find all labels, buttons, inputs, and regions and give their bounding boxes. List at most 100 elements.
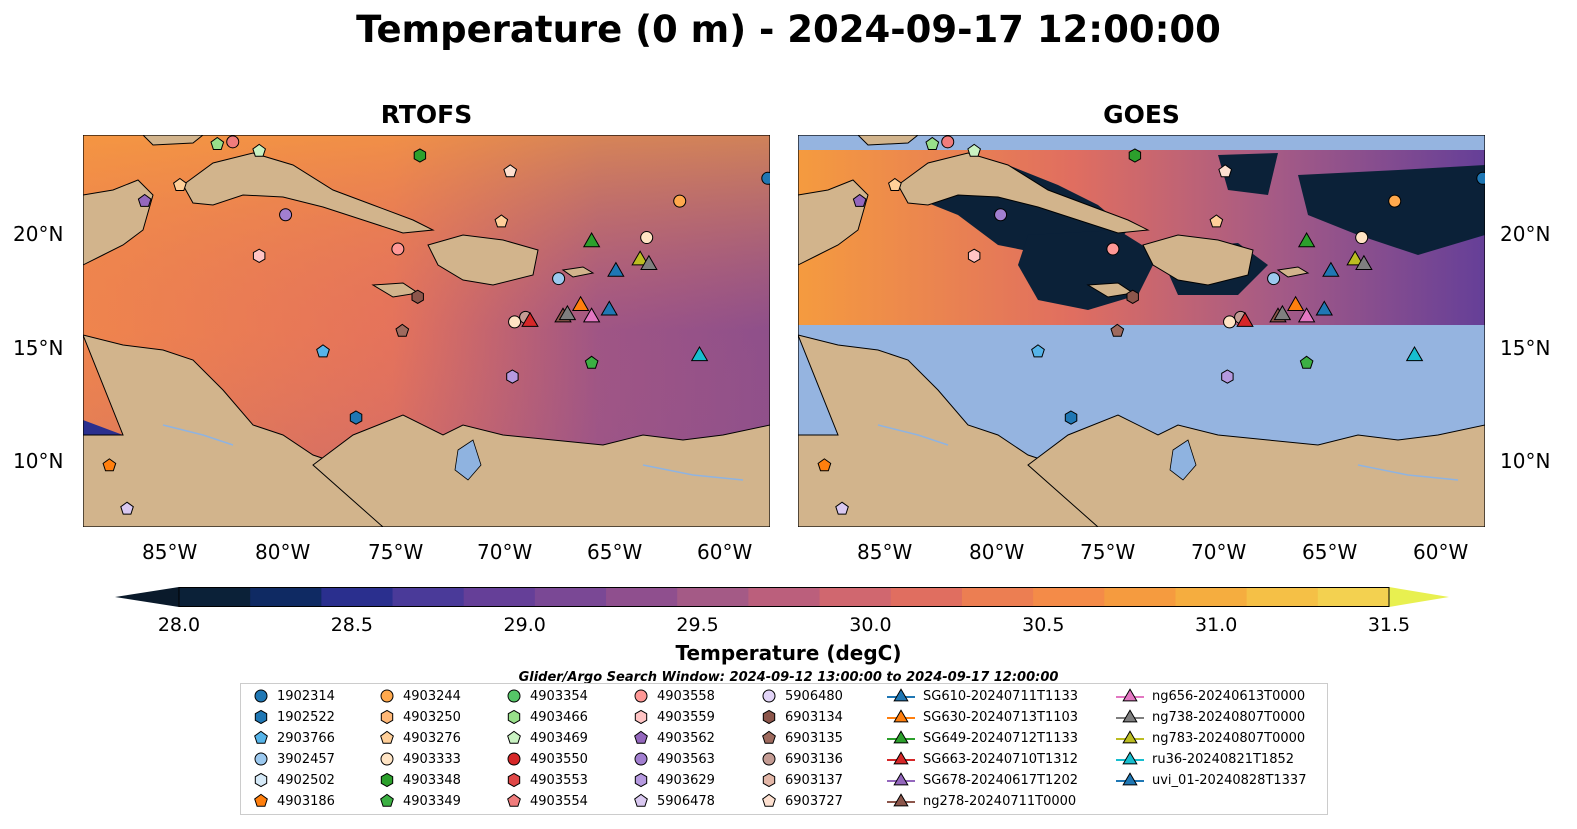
legend-item: 4903558: [633, 686, 715, 706]
circle-marker: [761, 171, 770, 185]
legend-item: 4903466: [506, 707, 588, 727]
triangle-marker: [1122, 688, 1138, 702]
triangle-marker: [893, 709, 909, 723]
legend-item: SG649-20240712T1133: [887, 728, 1078, 748]
legend-label: 1902314: [277, 688, 335, 704]
legend-item: 4903559: [633, 707, 715, 727]
pentagon-marker: [380, 793, 394, 807]
legend-label: SG610-20240711T1133: [923, 688, 1079, 704]
hexagon-icon: [762, 772, 776, 788]
triangle-marker: [582, 307, 601, 323]
hexagon-marker: [380, 709, 394, 725]
hexagon-marker: [762, 709, 776, 725]
lat-label-left: 15°N: [13, 336, 64, 360]
pentagon-marker: [1031, 344, 1045, 358]
triangle-marker: [607, 261, 625, 277]
triangle-marker: [1346, 250, 1364, 266]
colorbar-tick-label: 28.5: [330, 614, 373, 636]
colorbar-segment: [606, 587, 678, 607]
legend-label: 4903563: [657, 751, 715, 767]
hexagon-marker: [411, 289, 424, 304]
hexagon-icon: [507, 772, 521, 788]
hexagon-marker: [252, 248, 266, 263]
triangle-icon: [887, 730, 915, 744]
triangle-marker: [1405, 345, 1424, 362]
circle-icon: [634, 689, 648, 703]
legend-item: ng656-20240613T0000: [1116, 686, 1305, 706]
circle-marker: [762, 689, 776, 703]
circle-marker: [1106, 242, 1120, 256]
triangle-icon: [887, 751, 915, 765]
legend-label: 4903354: [530, 688, 588, 704]
legend-label: ru36-20240821T1852: [1152, 751, 1295, 767]
legend-label: 4903629: [657, 772, 715, 788]
pentagon-marker: [380, 730, 394, 744]
triangle-icon: [887, 772, 915, 786]
circle-marker: [254, 689, 268, 703]
triangle-icon: [1116, 688, 1144, 702]
legend-item: SG663-20240710T1312: [887, 749, 1078, 769]
pentagon-icon: [634, 730, 648, 744]
lon-label: 85°W: [857, 540, 913, 564]
legend-item: 4903554: [506, 791, 588, 811]
circle-icon: [254, 752, 268, 766]
legend-item: 6903134: [761, 707, 843, 727]
circle-icon: [762, 752, 776, 766]
triangle-marker: [600, 300, 618, 316]
legend-label: SG663-20240710T1312: [923, 751, 1079, 767]
triangle-marker: [893, 793, 909, 807]
legend-item: 3902457: [253, 749, 335, 769]
colorbar-tick-label: 31.0: [1194, 614, 1238, 636]
lon-label: 60°W: [1413, 540, 1469, 564]
legend-item: 4903348: [379, 770, 461, 790]
triangle-marker: [893, 730, 909, 744]
triangle-marker: [893, 751, 909, 765]
legend-label: 2903766: [277, 730, 335, 746]
legend-label: SG630-20240713T1103: [923, 709, 1079, 725]
hexagon-marker: [634, 772, 648, 788]
legend-label: 4903276: [403, 730, 461, 746]
hexagon-icon: [380, 709, 394, 725]
lon-label: 80°W: [255, 540, 311, 564]
legend-item: 4902502: [253, 770, 335, 790]
triangle-marker: [558, 304, 577, 321]
triangle-icon: [887, 709, 915, 723]
colorbar-segment: [961, 587, 1034, 607]
legend-label: 6903134: [785, 709, 843, 725]
pentagon-marker: [503, 164, 518, 178]
pentagon-marker: [173, 177, 187, 191]
legend-item: 4903553: [506, 770, 588, 790]
hexagon-marker: [967, 248, 981, 263]
legend-label: 6903727: [785, 793, 843, 809]
hexagon-marker: [413, 148, 427, 163]
colorbar-tick-label: 30.5: [1022, 614, 1065, 636]
colorbar-tick-label: 29.5: [676, 614, 719, 636]
legend-item: ng278-20240711T0000: [887, 791, 1076, 811]
pentagon-marker: [634, 793, 648, 807]
lon-label: 60°W: [697, 540, 753, 564]
circle-marker: [508, 315, 522, 329]
legend-label: 5906478: [657, 793, 715, 809]
circle-marker: [391, 242, 405, 256]
legend-item: 4903333: [379, 749, 461, 769]
legend-item: 4903469: [506, 728, 588, 748]
lon-label: 70°W: [477, 540, 533, 564]
legend-item: 6903727: [761, 791, 843, 811]
colorbar-segment: [321, 587, 394, 607]
triangle-icon: [1116, 751, 1144, 765]
pentagon-icon: [380, 730, 394, 744]
pentagon-marker: [584, 355, 599, 369]
pentagon-marker: [1299, 355, 1314, 369]
triangle-marker: [1236, 311, 1254, 327]
legend-item: 4903629: [633, 770, 715, 790]
legend-label: 4903550: [530, 751, 588, 767]
legend-label: ng738-20240807T0000: [1152, 709, 1306, 725]
triangle-icon: [1116, 730, 1144, 744]
circle-icon: [507, 689, 521, 703]
hexagon-marker: [254, 772, 268, 788]
legend-label: 4903553: [530, 772, 588, 788]
goes-markers: [817, 135, 1485, 515]
legend-item: 5906480: [761, 686, 843, 706]
hexagon-icon: [254, 772, 268, 788]
legend-label: 4903466: [530, 709, 588, 725]
